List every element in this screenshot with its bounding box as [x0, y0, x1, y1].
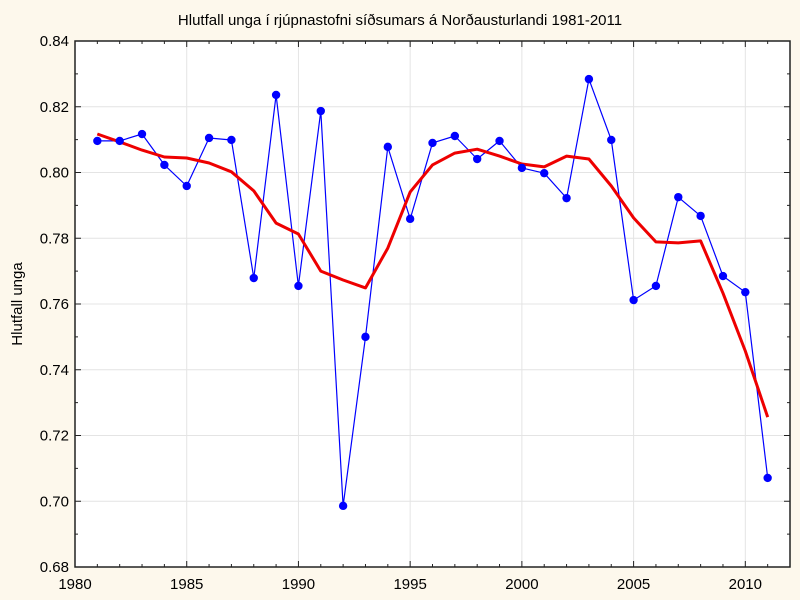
y-tick-label: 0.80 [40, 165, 69, 182]
data-point [517, 163, 527, 173]
y-tick-label: 0.76 [40, 296, 69, 313]
data-point [651, 281, 661, 291]
x-tick-label: 1990 [282, 576, 315, 593]
x-tick-label: 1995 [393, 576, 426, 593]
data-point [584, 74, 594, 84]
data-point [338, 501, 348, 511]
data-point [160, 160, 169, 170]
data-point [741, 287, 750, 297]
y-tick-label: 0.82 [40, 99, 69, 116]
data-point [629, 295, 638, 305]
x-tick-label: 2010 [729, 576, 762, 593]
data-point [718, 271, 728, 281]
y-tick-label: 0.68 [40, 559, 69, 576]
data-point [763, 473, 772, 483]
data-point [383, 142, 393, 152]
data-point [137, 129, 147, 139]
data-point [696, 211, 705, 221]
data-point [93, 136, 102, 146]
data-point [316, 106, 325, 116]
data-point [540, 168, 549, 178]
data-point [674, 192, 683, 202]
data-point [472, 154, 482, 164]
y-axis-labels: 0.68 0.70 0.72 0.74 0.76 0.78 0.80 0.82 0.84 [40, 33, 69, 576]
data-point [204, 133, 214, 143]
data-point [182, 181, 191, 191]
y-tick-label: 0.70 [40, 493, 69, 510]
y-tick-label: 0.74 [40, 362, 69, 379]
data-point [405, 214, 415, 224]
series-points [93, 74, 772, 511]
x-axis-labels: 1980 1985 1990 1995 2000 2005 2010 [58, 576, 762, 593]
x-tick-label: 2005 [617, 576, 650, 593]
data-point [562, 193, 571, 203]
x-tick-label: 2000 [505, 576, 538, 593]
y-tick-label: 0.78 [40, 230, 69, 247]
smoothed-line [96, 132, 770, 418]
data-point [428, 138, 437, 148]
data-point [361, 332, 370, 342]
data-point [227, 135, 236, 145]
axis-ticks [74, 40, 791, 568]
data-point [249, 273, 258, 283]
chart-title: Hlutfall unga í rjúpnastofni síðsumars á… [178, 12, 622, 29]
data-point [450, 131, 460, 141]
y-tick-label: 0.84 [40, 33, 69, 50]
data-point [294, 281, 303, 291]
y-tick-label: 0.72 [40, 428, 69, 445]
data-point [271, 90, 281, 100]
data-point [115, 136, 124, 146]
data-point [607, 135, 616, 145]
y-axis-title: Hlutfall unga [9, 262, 26, 346]
x-tick-label: 1980 [58, 576, 91, 593]
x-tick-label: 1985 [170, 576, 203, 593]
data-point [495, 136, 504, 146]
